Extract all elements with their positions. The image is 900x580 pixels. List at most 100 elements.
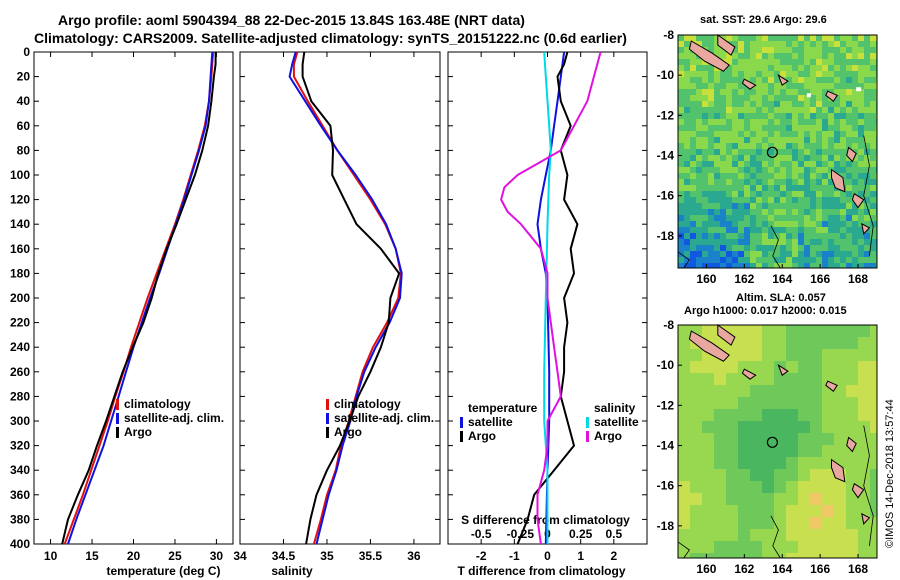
difference-series-temperature-satellite	[536, 51, 566, 545]
sst-map-cell	[684, 191, 690, 197]
sst-map-cell	[822, 35, 828, 41]
sst-map-cell	[720, 221, 726, 227]
sst-map-cell	[852, 83, 858, 89]
sla-map-cell	[810, 337, 822, 349]
sst-map-cell	[774, 263, 780, 268]
sla-map-cell	[750, 469, 762, 481]
sst-map-cell	[684, 203, 690, 209]
sla-map-cell	[810, 529, 822, 541]
sst-map-cell	[774, 203, 780, 209]
sla-map-cell	[762, 541, 774, 553]
sst-map-cell	[810, 191, 816, 197]
sst-map-cell	[696, 59, 702, 65]
depth-tick-label: 240	[10, 340, 30, 354]
sst-map-cell	[720, 209, 726, 215]
sst-map-cell	[756, 233, 762, 239]
sla-map-cell	[798, 457, 810, 469]
sst-map-cell	[708, 113, 714, 119]
sla-map-cell	[774, 397, 786, 409]
sst-map-cell	[738, 89, 744, 95]
sst-map-cell	[732, 257, 738, 263]
sst-map-cell	[708, 239, 714, 245]
sla-map-cell	[738, 457, 750, 469]
sst-map-cell	[738, 113, 744, 119]
sst-map-cell	[816, 239, 822, 245]
sst-map-cell	[696, 263, 702, 268]
sst-map-cell	[840, 47, 846, 53]
sst-map-cell	[810, 53, 816, 59]
sst-map-cell	[696, 221, 702, 227]
sst-map-cell	[858, 161, 864, 167]
sst-map-cell	[720, 257, 726, 263]
sst-map-cell	[828, 59, 834, 65]
sst-map-cell	[738, 101, 744, 107]
difference-t-x-tick-label: -1	[509, 549, 520, 563]
sst-map-cell	[864, 245, 870, 251]
sst-map-cell	[870, 131, 876, 137]
sla-map-cell	[762, 493, 774, 505]
sla-map-cell	[858, 433, 870, 445]
sst-map-cell	[726, 251, 732, 257]
sla-map-cell	[774, 541, 786, 553]
sla-map-cell	[774, 325, 786, 337]
sst-map-cell	[828, 101, 834, 107]
sla-map-cell	[750, 433, 762, 445]
sst-map-cell	[684, 149, 690, 155]
sst-map-cell	[780, 155, 786, 161]
sst-map-cell	[810, 155, 816, 161]
sst-map-cell	[702, 251, 708, 257]
sst-map-cell	[702, 95, 708, 101]
sst-map-cell	[798, 257, 804, 263]
sst-map-cell	[720, 125, 726, 131]
sst-map-cell	[834, 167, 840, 173]
sla-map-cell	[690, 349, 702, 361]
sst-map-cell	[774, 227, 780, 233]
sla-map-cell	[750, 481, 762, 493]
sla-map-cell	[750, 385, 762, 397]
sst-map-cell	[768, 173, 774, 179]
sst-map-cell	[798, 161, 804, 167]
sst-map-cell	[786, 155, 792, 161]
sst-map-cell	[738, 137, 744, 143]
sst-map-cell	[678, 71, 684, 77]
sst-map-cell	[828, 41, 834, 47]
sst-map-lat-label: -14	[657, 149, 675, 163]
sst-map-cell	[828, 263, 834, 268]
sst-map-cell	[726, 167, 732, 173]
sla-map-cell	[690, 469, 702, 481]
sst-map-cell	[744, 65, 750, 71]
sst-map-cell	[720, 101, 726, 107]
sst-map-cell	[678, 179, 684, 185]
sst-map-cell	[858, 173, 864, 179]
sla-map-cell	[798, 481, 810, 493]
sst-map-cell	[870, 35, 876, 41]
sla-map-cell	[702, 373, 714, 385]
sst-map-cell	[834, 227, 840, 233]
salinity-series-satellite-adj-clim-	[288, 51, 403, 545]
sla-map-cell	[750, 553, 762, 558]
sst-map-cell	[852, 125, 858, 131]
sst-map-cell	[690, 107, 696, 113]
sst-map-cell	[822, 107, 828, 113]
sla-map-cell	[870, 517, 877, 529]
sst-map-cell	[804, 209, 810, 215]
sst-map-cell	[834, 41, 840, 47]
sst-map-cell	[792, 53, 798, 59]
sst-map-cell	[792, 95, 798, 101]
sst-map-cell	[690, 77, 696, 83]
sla-map-cell	[774, 481, 786, 493]
sst-map-cell	[804, 143, 810, 149]
sst-map-cell	[816, 233, 822, 239]
sst-map-cell	[732, 113, 738, 119]
sst-map-cell	[834, 155, 840, 161]
sst-map-cell	[780, 95, 786, 101]
sst-map-cell	[840, 227, 846, 233]
sst-map-cell	[696, 245, 702, 251]
sst-map-cell	[732, 155, 738, 161]
sst-map-cell	[690, 185, 696, 191]
sst-map-cell	[756, 239, 762, 245]
sst-map-cell	[846, 215, 852, 221]
sla-map-cell	[798, 541, 810, 553]
sla-map-cell	[834, 325, 846, 337]
sst-map-cell	[696, 113, 702, 119]
